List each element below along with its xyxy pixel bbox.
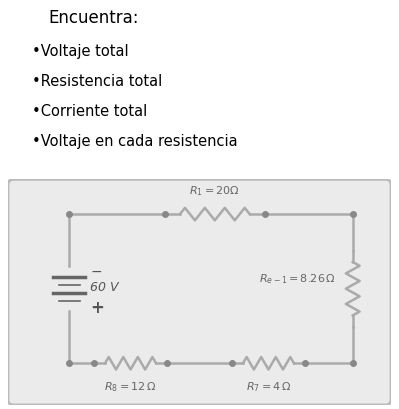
- Text: Encuentra:: Encuentra:: [48, 9, 138, 27]
- Text: •Resistencia total: •Resistencia total: [32, 74, 162, 89]
- Text: $R_7 = 4\,\Omega$: $R_7 = 4\,\Omega$: [246, 379, 291, 393]
- Text: 60 V: 60 V: [90, 281, 119, 294]
- Text: −: −: [90, 264, 102, 278]
- Text: •Corriente total: •Corriente total: [32, 104, 147, 119]
- FancyBboxPatch shape: [8, 180, 391, 405]
- Text: +: +: [90, 298, 104, 316]
- Text: $R_{e-1} = 8.26\,\Omega$: $R_{e-1} = 8.26\,\Omega$: [259, 272, 336, 285]
- Text: •Voltaje total: •Voltaje total: [32, 44, 128, 59]
- Text: $R_8 = 12\,\Omega$: $R_8 = 12\,\Omega$: [104, 379, 157, 393]
- Text: $R_1 = 20\Omega$: $R_1 = 20\Omega$: [190, 184, 240, 197]
- Text: •Voltaje en cada resistencia: •Voltaje en cada resistencia: [32, 134, 237, 148]
